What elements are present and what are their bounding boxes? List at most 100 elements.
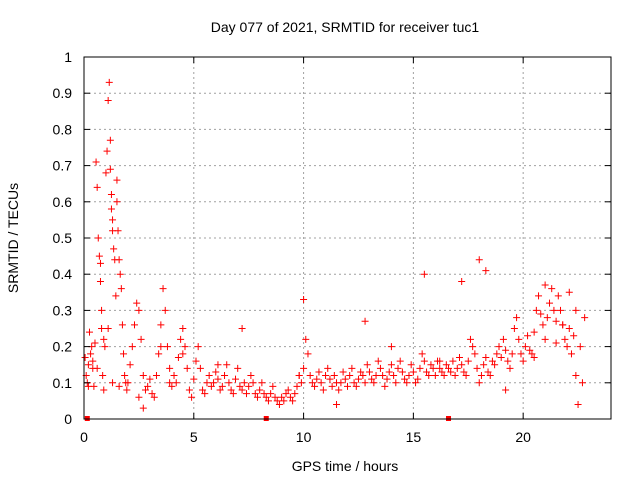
y-tick-label: 0.3 [53,302,73,318]
data-point [103,147,111,155]
y-tick-label: 1 [64,49,72,65]
data-point [205,372,213,380]
data-point [559,321,567,329]
data-point [563,343,571,351]
data-point [578,379,586,387]
data-point [137,335,145,343]
data-point [376,364,384,372]
data-point [271,393,279,401]
data-point [341,375,349,383]
data-point [118,321,126,329]
data-point [339,368,347,376]
data-point [390,372,398,380]
data-point [161,306,169,314]
y-tick-label: 0.9 [53,85,73,101]
data-point [249,379,257,387]
data-point [319,386,327,394]
data-point [91,339,99,347]
data-point [280,397,288,405]
x-axis-ticks: 0 5 10 15 20 [80,57,531,445]
y-tick-label: 0 [64,411,72,427]
data-point [163,343,171,351]
data-point [115,382,123,390]
data-point [429,364,437,372]
data-point [401,375,409,383]
data-point [210,379,218,387]
data-point [183,364,191,372]
data-point [128,343,136,351]
data-point [212,368,220,376]
data-point [112,292,120,300]
data-point [471,350,479,358]
data-point [552,339,560,347]
data-point [567,350,575,358]
data-point [286,393,294,401]
data-point [89,357,97,365]
data-point [392,379,400,387]
y-tick-label: 0.4 [53,266,73,282]
data-point [385,368,393,376]
data-point [157,321,165,329]
data-point [114,227,122,235]
data-point [267,390,275,398]
data-point [381,382,389,390]
data-point [405,372,413,380]
y-axis-title: SRMTID / TECUs [5,183,21,293]
data-point [159,285,167,293]
data-point [304,350,312,358]
data-point [322,372,330,380]
data-point [546,299,554,307]
data-point [513,314,521,322]
data-point [116,270,124,278]
data-point [565,325,573,332]
data-point [262,393,270,401]
data-point [506,364,514,372]
data-point [99,372,107,380]
data-point [177,335,185,343]
data-point [423,368,431,376]
data-point [488,357,496,365]
data-point [166,364,174,372]
data-point [532,306,540,314]
data-point [96,259,104,267]
data-point [418,350,426,358]
data-point [238,325,246,332]
data-point [131,321,139,329]
data-point [530,328,538,336]
data-point [581,314,589,322]
data-point [482,353,490,361]
data-point [139,404,147,412]
x-tick-label: 10 [296,429,312,445]
data-point [570,332,578,340]
data-point [451,372,459,380]
data-point [144,382,152,390]
data-point [504,357,512,365]
data-point [120,350,128,358]
data-point [232,375,240,383]
data-point [466,335,474,343]
data-point [535,292,543,300]
data-point [317,379,325,387]
data-point [493,350,501,358]
data-point [517,350,525,358]
data-point [486,372,494,380]
data-point [214,375,222,383]
data-point [449,357,457,365]
data-point [508,350,516,358]
data-point [387,343,395,351]
data-point [495,343,503,351]
data-point [436,364,444,372]
data-point [352,382,360,390]
x-axis-title: GPS time / hours [292,458,399,474]
data-point [113,198,121,206]
data-point [453,364,461,372]
data-point [174,353,182,361]
data-point [157,343,165,351]
data-point [475,256,483,264]
data-point [264,397,272,405]
data-point [541,335,549,343]
data-point [124,379,132,387]
data-point [155,350,163,358]
data-point [350,379,358,387]
data-point [442,361,450,369]
